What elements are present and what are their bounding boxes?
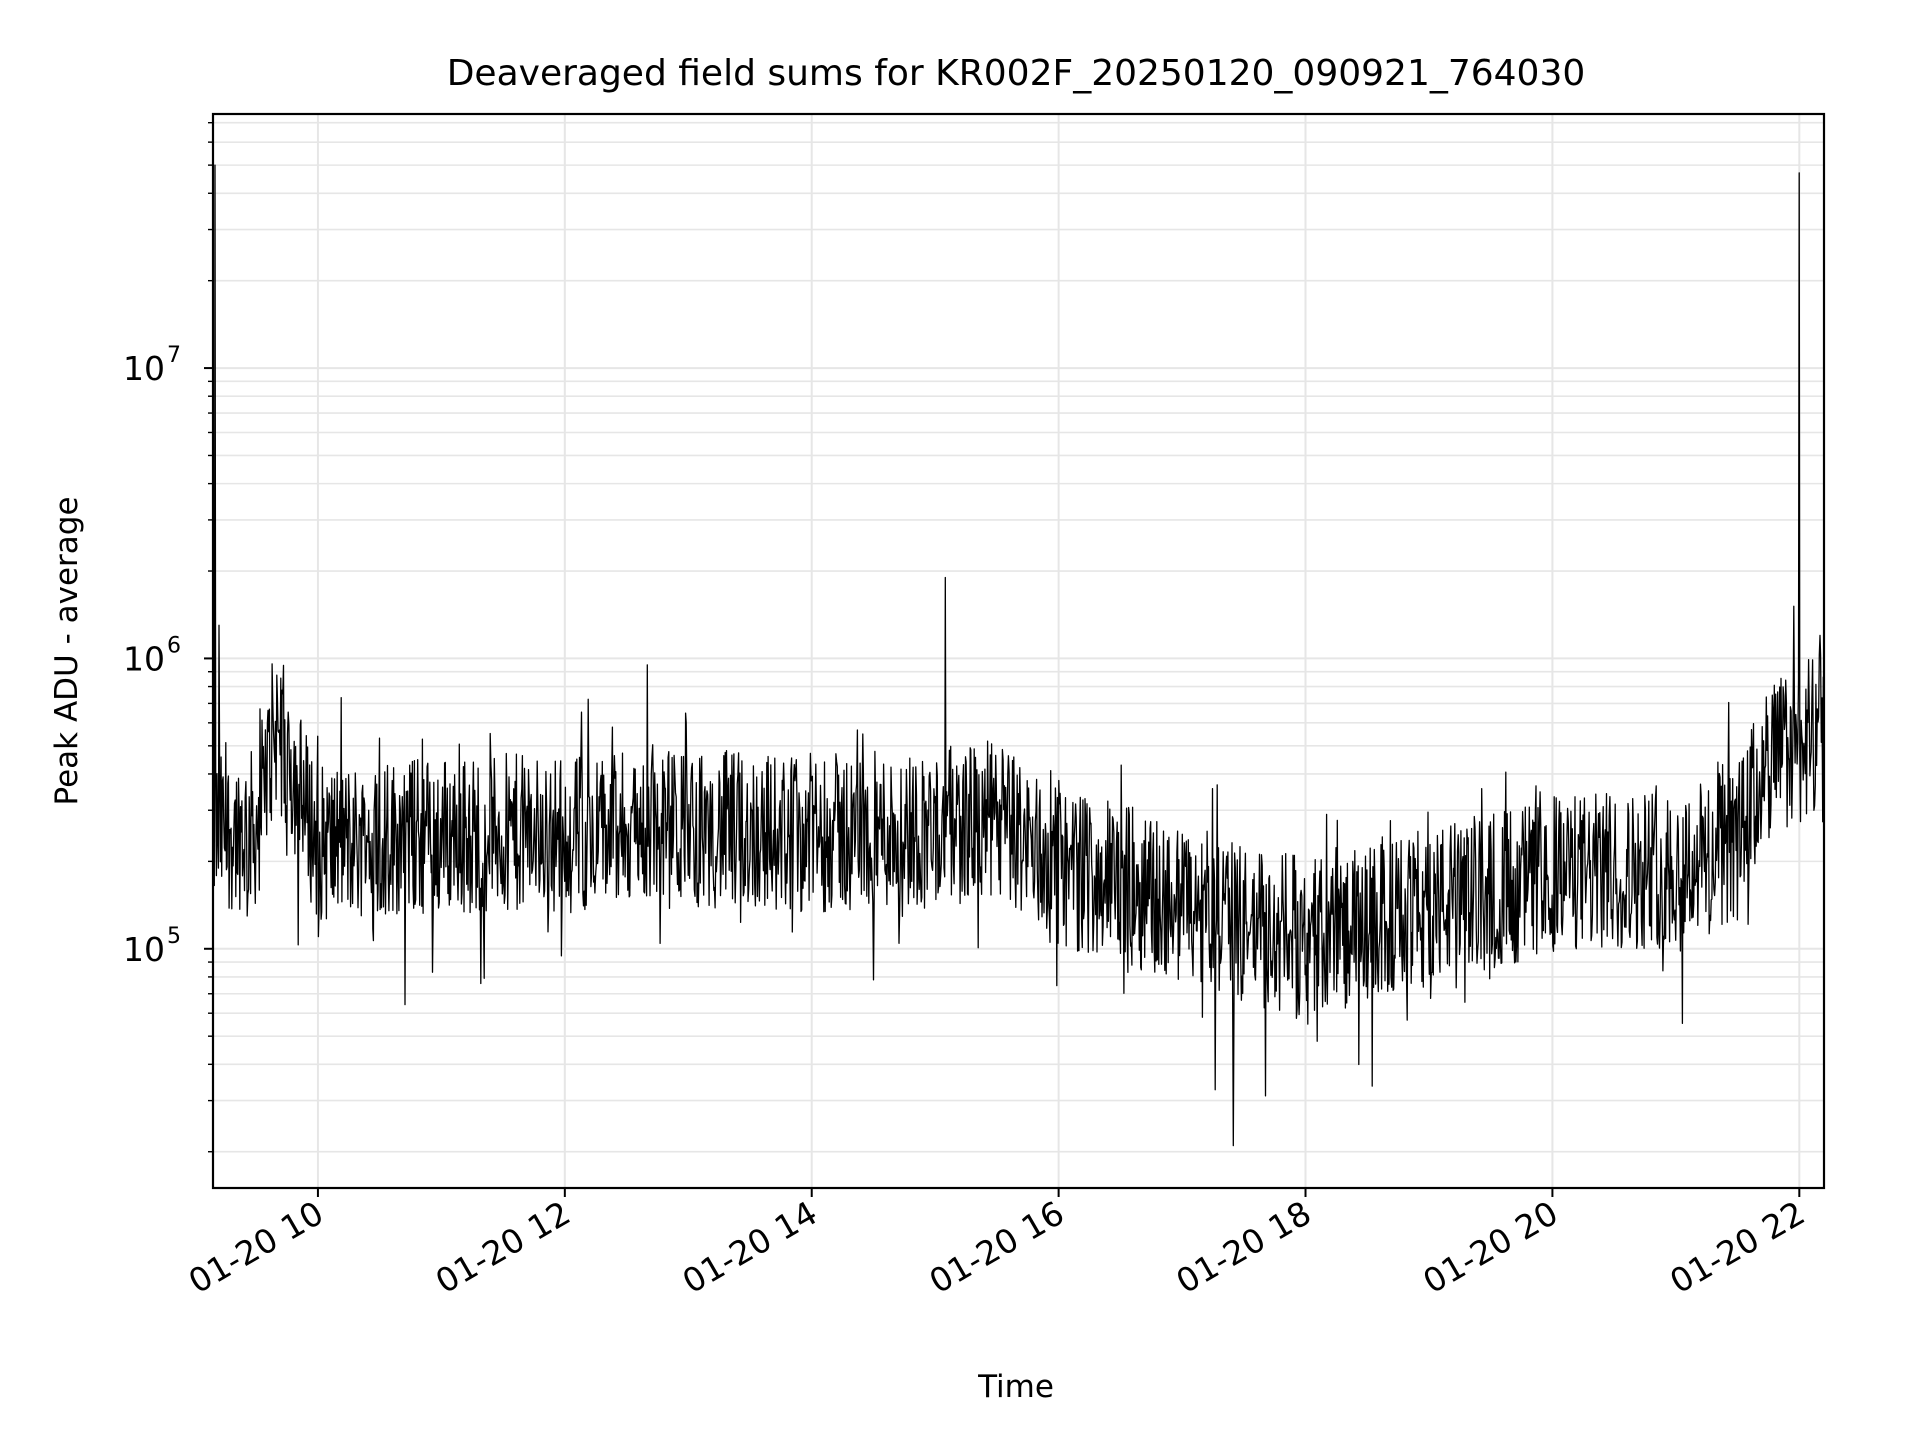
y-tick-label-exponent: 6 <box>167 633 181 658</box>
y-axis-label: Peak ADU - average <box>49 496 85 805</box>
y-tick-label: 10 <box>123 349 165 388</box>
x-axis-label: Time <box>977 1369 1054 1405</box>
x-grid <box>316 114 1801 1188</box>
plot-frame <box>211 112 1826 1190</box>
y-tick-label-exponent: 7 <box>167 343 181 368</box>
y-tick-label: 10 <box>123 639 165 678</box>
y-tick-label: 10 <box>123 930 165 969</box>
y-tick-label-exponent: 5 <box>167 924 181 949</box>
series-layer <box>212 164 1825 1147</box>
series-line <box>212 164 1825 1147</box>
chart-title: Deaveraged field sums for KR002F_2025012… <box>447 53 1586 94</box>
